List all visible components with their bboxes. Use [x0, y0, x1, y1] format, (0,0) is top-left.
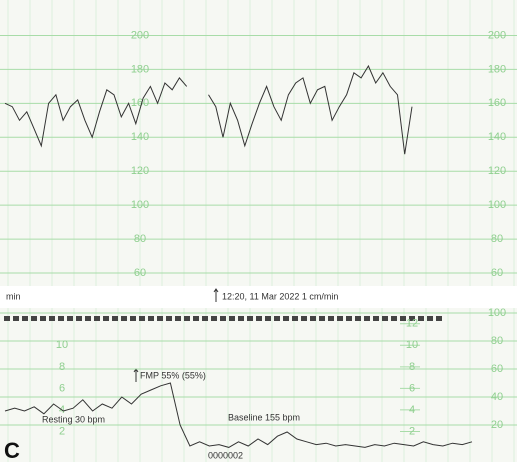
y-tick-label: 180 [131, 63, 149, 75]
y-tick-label: 200 [131, 29, 149, 41]
strip-mark [283, 316, 289, 321]
annotation: 12:20, 11 Mar 2022 1 cm/min [222, 291, 338, 301]
y2-tick-label: 12 [406, 318, 418, 330]
annotation: Resting 30 bpm [42, 414, 105, 424]
strip-mark [184, 316, 190, 321]
strip-mark [373, 316, 379, 321]
strip-mark [202, 316, 208, 321]
strip-mark [175, 316, 181, 321]
strip-mark [400, 316, 406, 321]
y-tick-label: 80 [491, 233, 503, 245]
strip-mark [22, 316, 28, 321]
y-tick-label: 80 [491, 335, 503, 347]
strip-mark [166, 316, 172, 321]
y-tick-label: 60 [491, 363, 503, 375]
y2-tick-label: 8 [409, 361, 415, 373]
y-tick-label: 100 [488, 307, 506, 319]
strip-mark [94, 316, 100, 321]
strip-mark [58, 316, 64, 321]
strip-mark [292, 316, 298, 321]
minor-grid [7, 0, 515, 462]
y-tick-label: 40 [491, 391, 503, 403]
y-tick-label: 20 [491, 419, 503, 431]
strip-mark [310, 316, 316, 321]
strip-mark [247, 316, 253, 321]
strip-mark [112, 316, 118, 321]
strip-mark [67, 316, 73, 321]
strip-mark [85, 316, 91, 321]
separator [0, 286, 517, 308]
y-tick-label: 160 [131, 97, 149, 109]
strip-mark [76, 316, 82, 321]
trace [4, 382, 473, 448]
y-tick-label: 180 [488, 63, 506, 75]
y-tick-label: 200 [488, 29, 506, 41]
y-tick-label: 160 [488, 97, 506, 109]
annotation: 0000002 [208, 450, 243, 460]
y2-tick-label: 10 [56, 339, 68, 351]
strip-mark [49, 316, 55, 321]
annotation: Baseline 155 bpm [228, 412, 300, 422]
strip-mark [301, 316, 307, 321]
y2-tick-label: 6 [59, 382, 65, 394]
y-tick-label: 60 [491, 267, 503, 279]
strip-mark [355, 316, 361, 321]
y-tick-label: 80 [134, 233, 146, 245]
y2-tick-label: 10 [406, 339, 418, 351]
strip-mark [13, 316, 19, 321]
strip-mark [238, 316, 244, 321]
strip-mark [265, 316, 271, 321]
strip-mark [337, 316, 343, 321]
strip-mark [256, 316, 262, 321]
strip-mark [436, 316, 442, 321]
strip-mark [139, 316, 145, 321]
strip-mark [31, 316, 37, 321]
y2-tick-label: 8 [59, 361, 65, 373]
y-tick-label: 140 [131, 131, 149, 143]
strip-mark [274, 316, 280, 321]
annotation: FMP 55% (55%) [140, 370, 206, 380]
strip-mark [121, 316, 127, 321]
trace [4, 64, 413, 155]
strip-mark [40, 316, 46, 321]
strip-mark [4, 316, 10, 321]
strip-mark [427, 316, 433, 321]
strip-mark [229, 316, 235, 321]
strip-mark [211, 316, 217, 321]
y2-tick-label: 4 [409, 404, 415, 416]
y-tick-label: 120 [488, 165, 506, 177]
y2-tick-label: 2 [59, 425, 65, 437]
y-tick-label: 100 [131, 199, 149, 211]
strip-mark [193, 316, 199, 321]
strip-mark [103, 316, 109, 321]
y2-tick-label: 6 [409, 382, 415, 394]
strip-mark [382, 316, 388, 321]
strip-mark [328, 316, 334, 321]
strip-mark [319, 316, 325, 321]
strip-mark [364, 316, 370, 321]
strip-mark [220, 316, 226, 321]
event-arrow [213, 288, 219, 302]
y-tick-label: 100 [488, 199, 506, 211]
strip-mark [130, 316, 136, 321]
annotation: min [6, 291, 21, 301]
y2-tick-label: 2 [409, 425, 415, 437]
y-tick-label: 120 [131, 165, 149, 177]
strip-mark [148, 316, 154, 321]
strip-mark [391, 316, 397, 321]
strip-mark [157, 316, 163, 321]
strip-mark [346, 316, 352, 321]
strip-mark [418, 316, 424, 321]
strip-mark [409, 316, 415, 321]
y-tick-label: 140 [488, 131, 506, 143]
panel-label: C [4, 438, 20, 462]
y-tick-label: 60 [134, 267, 146, 279]
